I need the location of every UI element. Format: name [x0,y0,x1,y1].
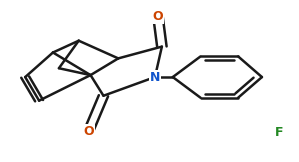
Text: N: N [150,71,160,84]
Text: F: F [274,126,283,139]
Text: O: O [83,125,94,138]
Text: O: O [152,10,163,23]
